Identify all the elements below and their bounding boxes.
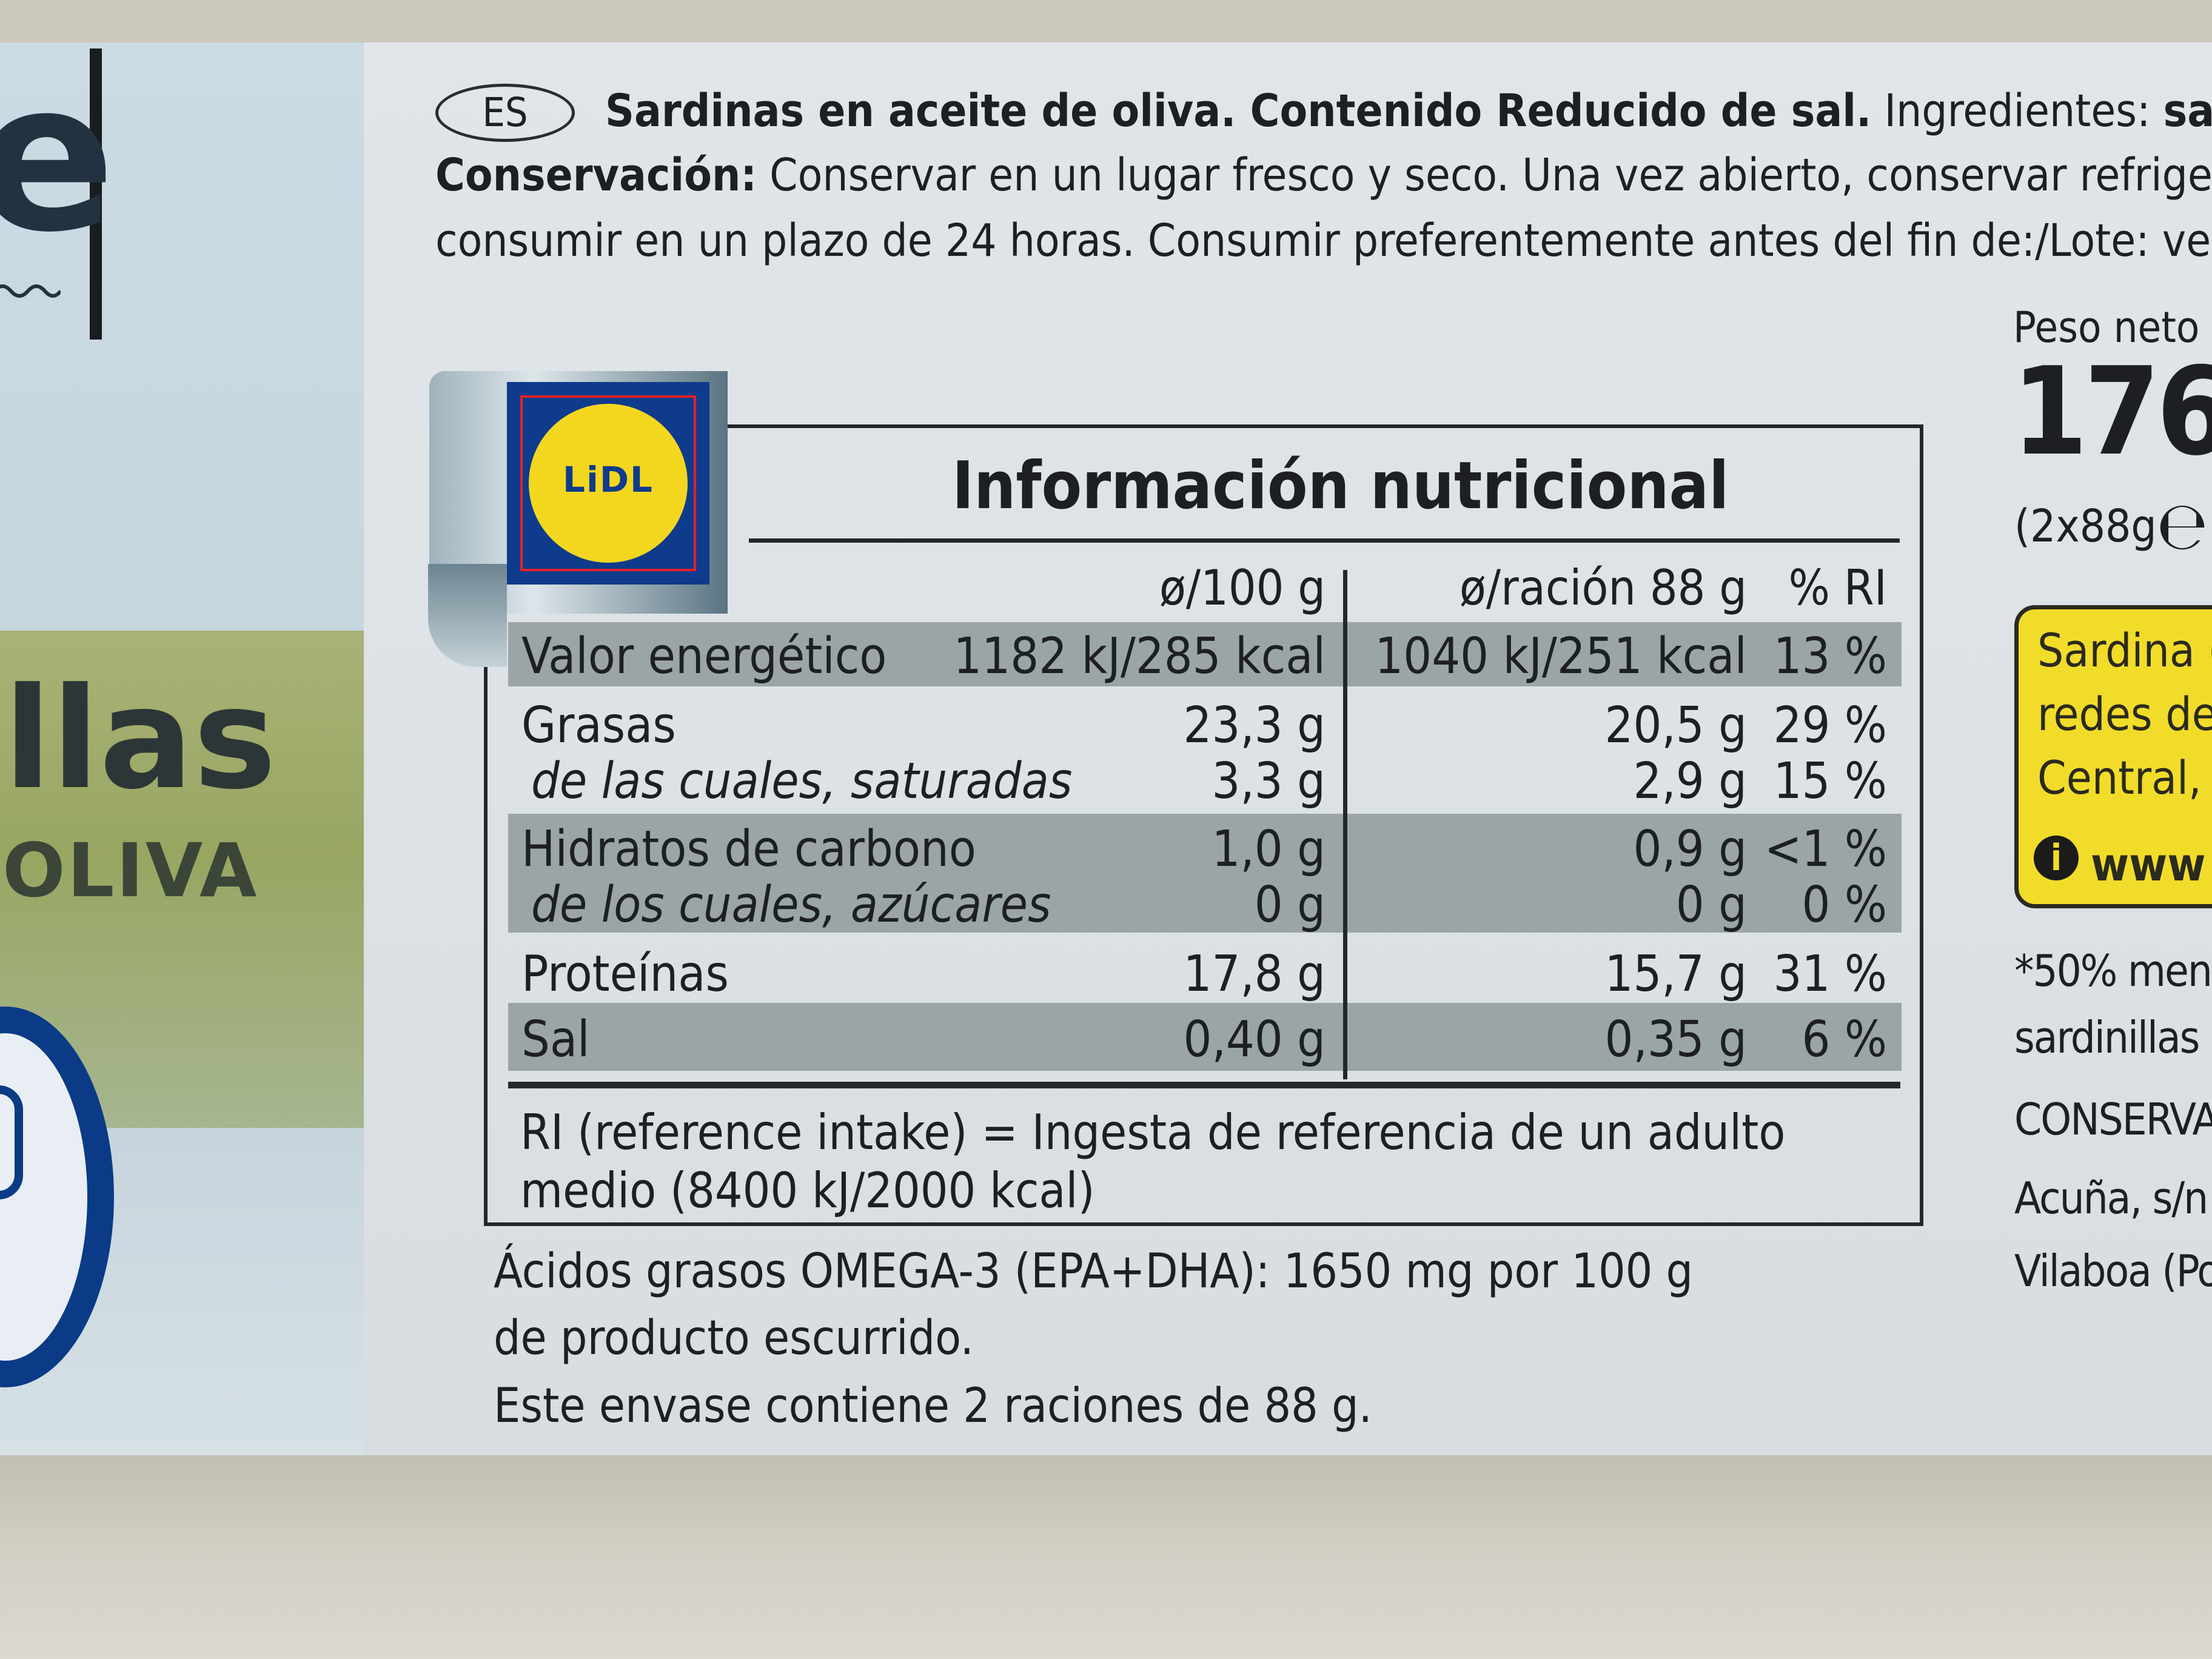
value-per-portion: 0 g [1675,876,1747,934]
net-weight-detail: (2x88g℮ [2014,492,2208,559]
row-label-sugars: de los cuales, azúcares [531,876,1051,934]
header-ri: % RI [1788,560,1887,616]
value-ri: 13 % [1773,628,1887,685]
row-label-salt: Sal [521,1011,590,1068]
footnote-line: sardinillas en [2014,1012,2212,1063]
ingredients-label: Ingredientes: [1871,85,2163,137]
row-label-protein: Proteínas [521,945,729,1003]
value-per100: 0 g [1254,876,1326,934]
ingredients-start: sardin [2163,85,2212,137]
package-face [0,42,2212,1455]
value-per-portion: 0,9 g [1633,820,1747,878]
row-label-energy: Valor energético [521,628,887,685]
consumption-line: consumir en un plazo de 24 horas. Consum… [435,215,2211,267]
estimated-sign-icon: ℮ [2156,487,2208,565]
value-ri: 6 % [1801,1011,1887,1068]
value-per100: 3,3 g [1212,752,1326,810]
value-ri: 0 % [1801,876,1887,934]
value-ri: <1 % [1764,820,1887,878]
value-per-portion: 2,9 g [1633,752,1747,810]
table-bottom-rule [508,1082,1900,1088]
ri-footnote: medio (8400 kJ/2000 kcal) [520,1162,1095,1219]
value-per100: 1182 kJ/285 kcal [953,628,1326,685]
table-surface [0,1455,2212,1659]
lidl-logo-text: LiDL [563,459,654,500]
net-weight-value: 176g [2012,341,2212,483]
portions-line: Este envase contiene 2 raciones de 88 g. [494,1379,1372,1433]
column-divider [1343,570,1347,1079]
value-per100: 0,40 g [1183,1011,1326,1068]
net-weight-label: Peso neto [2013,303,2200,352]
row-label-saturated: de las cuales, saturadas [531,752,1073,810]
front-brand-letter: e [0,38,116,278]
lidl-logo-circle [529,404,688,563]
omega3-line: de producto escurrido. [494,1311,974,1366]
product-name: Sardinas en aceite de oliva. Contenido R… [605,85,1872,137]
origin-line: Sardina ( [2037,623,2212,677]
conservation-line: Conservación: Conservar en un lugar fres… [435,153,2212,198]
value-per-portion: 15,7 g [1604,945,1747,1003]
product-description-line: Sardinas en aceite de oliva. Contenido R… [605,89,2212,133]
omega3-line: Ácidos grasos OMEGA-3 (EPA+DHA): 1650 mg… [494,1244,1694,1299]
title-rule [749,538,1900,543]
nutrition-table [484,424,1923,1226]
value-per-portion: 20,5 g [1604,697,1747,754]
header-per-portion: ø/ración 88 g [1459,560,1747,616]
row-label-carbs: Hidratos de carbono [521,820,976,878]
value-ri: 31 % [1773,945,1887,1003]
producer-name: CONSERVA [2014,1094,2212,1145]
row-shading [508,622,1902,686]
value-ri: 15 % [1773,752,1887,810]
ri-footnote: RI (reference intake) = Ingesta de refer… [520,1104,1786,1161]
row-label-fat: Grasas [521,697,676,754]
country-badge: ES [435,84,575,142]
producer-address: Acuña, s/n 3 [2014,1173,2212,1224]
seal-inner [0,1085,23,1199]
info-icon: i [2034,836,2079,880]
net-weight-portions: (2x88g [2014,500,2157,552]
value-per100: 1,0 g [1212,820,1326,878]
logo-ribbon-curl [428,564,507,667]
value-per-portion: 0,35 g [1604,1011,1747,1068]
front-product-word: llas [4,659,276,820]
nutrition-title: Información nutricional [952,448,1729,524]
value-ri: 29 % [1773,697,1887,754]
conservation-label: Conservación: [435,149,757,201]
origin-line: Central, Z [2037,751,2212,805]
row-shading [508,814,1902,933]
origin-line: redes de [2037,687,2212,741]
value-per100: 23,3 g [1183,697,1326,754]
conservation-text: Conservar en un lugar fresco y seco. Una… [757,149,2212,201]
footnote-line: *50% menos [2014,945,2212,996]
value-per100: 17,8 g [1183,945,1326,1003]
header-per100: ø/100 g [1159,560,1326,616]
row-shading [508,1003,1902,1071]
front-product-sub: OLIVA [2,828,259,914]
website-link: www [2091,837,2206,891]
wave-icon [0,284,61,298]
producer-address: Vilaboa (Po [2014,1245,2212,1296]
panel-divider [90,49,102,340]
value-per-portion: 1040 kJ/251 kcal [1375,628,1747,685]
